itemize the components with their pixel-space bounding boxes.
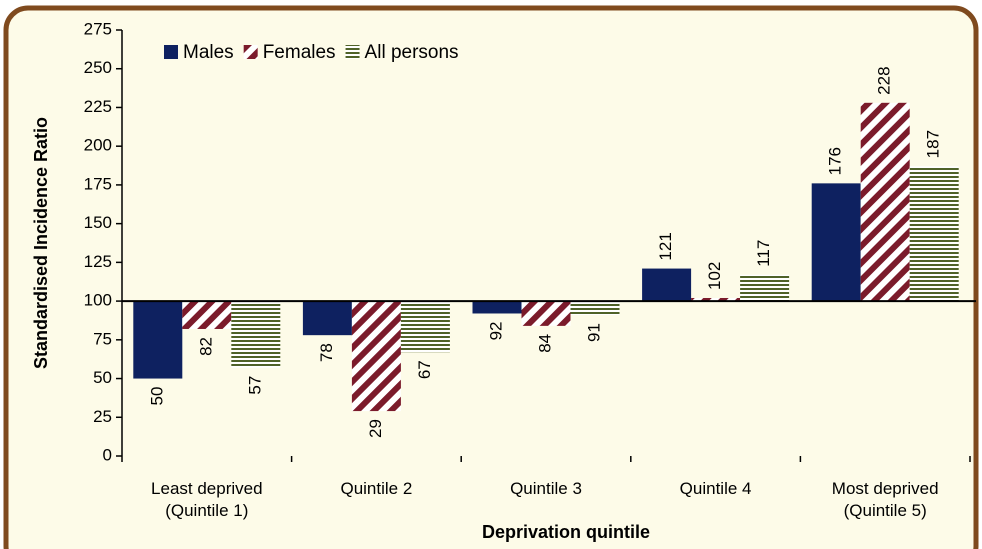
x-tick-label: Quintile 4 [679,479,752,498]
data-label: 117 [754,240,773,267]
legend-label: All persons [365,42,459,63]
data-label: 187 [924,130,943,158]
x-tick-label: Least deprived (Quintile 1) [151,479,263,520]
data-label: 29 [366,419,385,438]
data-label: 67 [415,360,434,379]
y-tick-label: 150 [84,213,112,232]
y-tick-label: 275 [84,19,112,38]
bar [909,166,959,302]
y-tick-label: 100 [84,291,112,310]
bar [351,301,401,412]
bar [521,301,571,326]
bar [691,297,741,302]
bar [472,301,522,314]
bar [302,301,352,336]
bar [400,301,450,353]
data-label: 102 [705,262,724,290]
bar [570,301,620,316]
data-label: 228 [875,66,894,94]
legend-swatch [164,45,178,59]
data-label: 91 [584,323,603,342]
y-tick-label: 175 [84,174,112,193]
data-label: 121 [656,232,675,260]
data-label: 84 [535,334,554,353]
bar [740,274,790,302]
y-tick-label: 25 [93,407,112,426]
y-axis-title: Standardised Incidence Ratio [31,117,51,369]
y-tick-label: 75 [93,329,112,348]
bar [642,268,692,302]
y-tick-label: 0 [103,445,112,464]
x-tick-label: Quintile 2 [340,479,413,498]
bar [182,301,232,329]
data-label: 176 [826,147,845,175]
y-tick-label: 50 [93,368,112,387]
legend-label: Females [263,42,336,63]
legend-swatch [345,45,360,59]
bar [133,301,183,379]
bar [860,102,910,302]
x-axis-title: Deprivation quintile [482,522,650,542]
data-label: 50 [147,387,166,406]
y-tick-label: 200 [84,136,112,155]
legend-label: Males [183,42,234,63]
x-tick-label: Quintile 3 [510,479,582,498]
y-tick-label: 250 [84,58,112,77]
bar [811,183,861,302]
legend-swatch [243,45,258,59]
data-label: 78 [317,343,336,362]
x-tick-label: Most deprived (Quintile 5) [831,479,939,520]
y-tick-label: 225 [84,97,112,116]
data-label: 82 [196,337,215,356]
bar [231,301,281,368]
data-label: 57 [245,376,264,395]
y-tick-label: 125 [84,252,112,271]
frame [3,5,979,549]
data-label: 92 [486,321,505,340]
